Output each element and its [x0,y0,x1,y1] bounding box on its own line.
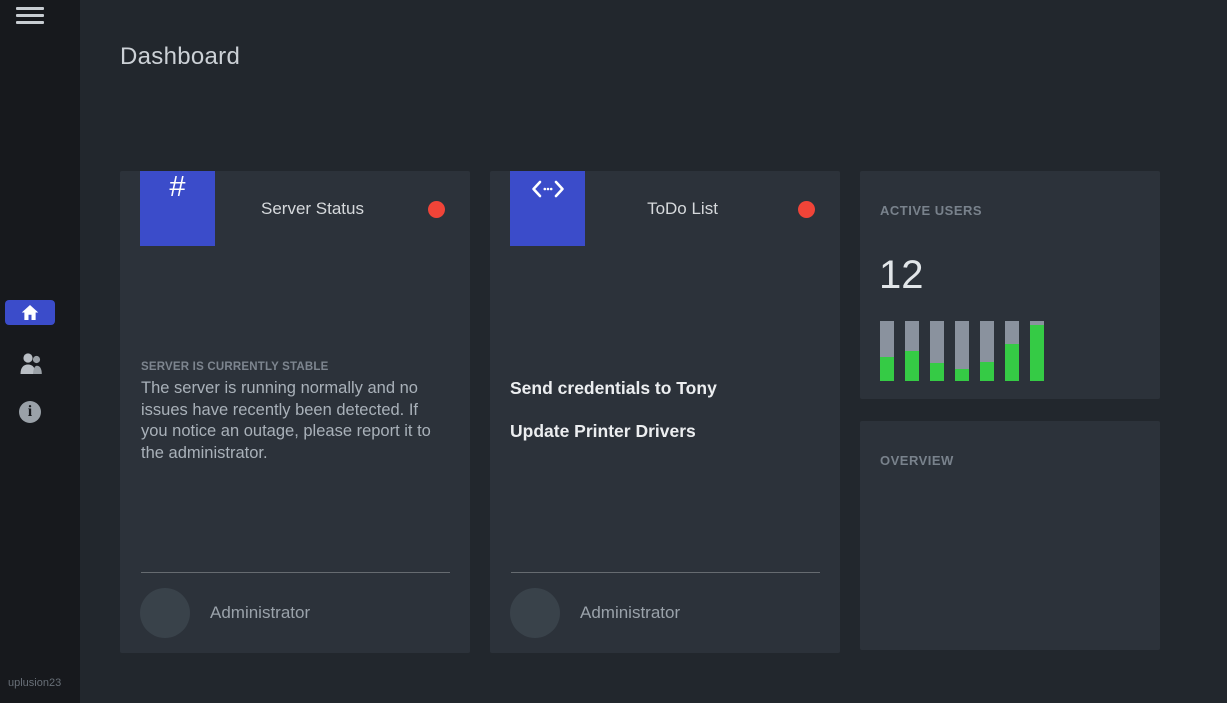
list-item[interactable]: Update Printer Drivers [510,421,696,441]
users-icon [17,350,44,376]
server-status-label: SERVER IS CURRENTLY STABLE [141,361,329,373]
active-users-label: ACTIVE USERS [880,203,983,218]
todo-items: Send credentials to Tony Update Printer … [510,377,820,463]
sidebar-item-info[interactable]: i [19,401,41,423]
active-users-chart [880,321,1044,381]
hash-icon: # [140,171,215,246]
page-title: Dashboard [120,43,241,70]
code-icon [510,171,585,246]
chart-bar [905,321,919,381]
sidebar-username: uplusion23 [8,677,62,689]
chart-bar [1005,321,1019,381]
card-title: Server Status [261,199,364,218]
sidebar: i uplusion23 [0,0,80,703]
active-users-card: ACTIVE USERS 12 [860,171,1160,399]
footer-username: Administrator [210,603,311,622]
active-users-count: 12 [879,253,924,297]
chart-bar [955,321,969,381]
status-dot [798,201,815,218]
divider [511,572,820,573]
list-item[interactable]: Send credentials to Tony [510,378,717,398]
sidebar-item-home[interactable] [5,300,55,325]
info-icon: i [27,403,33,420]
server-status-card: # Server Status SERVER IS CURRENTLY STAB… [120,171,470,653]
status-dot [428,201,445,218]
chart-bar [880,321,894,381]
chart-bar [930,321,944,381]
avatar [140,588,190,638]
hamburger-menu-icon[interactable] [16,7,44,25]
overview-card: OVERVIEW [860,421,1160,650]
footer-username: Administrator [580,603,681,622]
sidebar-item-users[interactable] [17,350,44,376]
chart-bar [1030,321,1044,381]
home-icon [21,304,39,321]
todo-list-card: ToDo List Send credentials to Tony Updat… [490,171,840,653]
overview-label: OVERVIEW [880,453,954,468]
divider [141,572,450,573]
server-status-body: The server is running normally and no is… [141,379,431,463]
chart-bar [980,321,994,381]
card-title: ToDo List [647,199,718,218]
avatar [510,588,560,638]
